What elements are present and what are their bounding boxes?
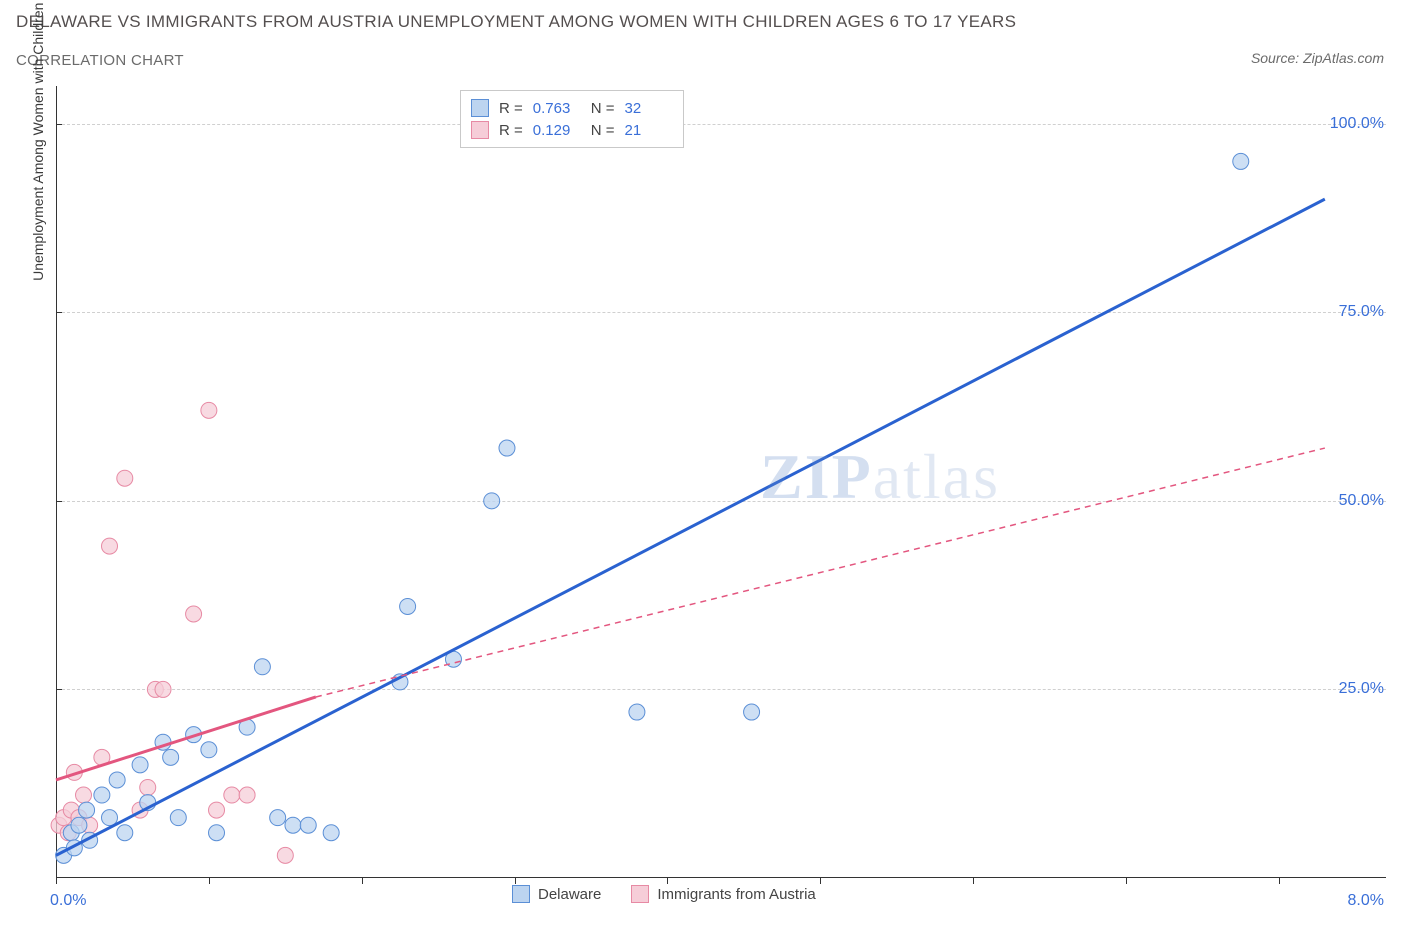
scatter-point-delaware bbox=[71, 817, 87, 833]
stat-r-label: R = bbox=[499, 100, 523, 117]
stat-r-austria: 0.129 bbox=[533, 122, 581, 139]
scatter-point-austria bbox=[155, 681, 171, 697]
stat-r-label: R = bbox=[499, 122, 523, 139]
scatter-point-delaware bbox=[209, 825, 225, 841]
scatter-point-delaware bbox=[94, 787, 110, 803]
scatter-point-austria bbox=[224, 787, 240, 803]
scatter-point-delaware bbox=[201, 742, 217, 758]
stat-n-label: N = bbox=[591, 122, 615, 139]
x-tick bbox=[973, 878, 974, 884]
legend-item-austria: Immigrants from Austria bbox=[631, 885, 815, 903]
x-tick bbox=[667, 878, 668, 884]
scatter-point-delaware bbox=[484, 493, 500, 509]
chart-svg bbox=[56, 86, 1386, 878]
y-axis-title: Unemployment Among Women with Children A… bbox=[30, 0, 46, 281]
scatter-point-austria bbox=[76, 787, 92, 803]
bottom-legend: Delaware Immigrants from Austria bbox=[512, 885, 816, 903]
scatter-point-delaware bbox=[117, 825, 133, 841]
scatter-point-delaware bbox=[1233, 153, 1249, 169]
y-right-label: 25.0% bbox=[1339, 680, 1384, 698]
scatter-point-delaware bbox=[744, 704, 760, 720]
source-attribution: Source: ZipAtlas.com bbox=[1251, 50, 1384, 66]
x-tick bbox=[1279, 878, 1280, 884]
scatter-point-delaware bbox=[109, 772, 125, 788]
swatch-austria bbox=[471, 121, 489, 139]
y-right-label: 75.0% bbox=[1339, 303, 1384, 321]
scatter-point-delaware bbox=[323, 825, 339, 841]
swatch-delaware bbox=[512, 885, 530, 903]
regression-line-delaware bbox=[56, 199, 1325, 855]
x-tick bbox=[820, 878, 821, 884]
scatter-point-austria bbox=[117, 470, 133, 486]
scatter-point-austria bbox=[102, 538, 118, 554]
stat-r-delaware: 0.763 bbox=[533, 100, 581, 117]
chart-title: DELAWARE VS IMMIGRANTS FROM AUSTRIA UNEM… bbox=[16, 12, 1016, 32]
x-tick bbox=[362, 878, 363, 884]
y-tick bbox=[56, 689, 62, 690]
scatter-point-delaware bbox=[163, 749, 179, 765]
stat-row-delaware: R = 0.763 N = 32 bbox=[471, 97, 673, 119]
scatter-point-delaware bbox=[285, 817, 301, 833]
stat-n-austria: 21 bbox=[625, 122, 673, 139]
y-right-label: 50.0% bbox=[1339, 492, 1384, 510]
scatter-point-delaware bbox=[79, 802, 95, 818]
y-tick bbox=[56, 124, 62, 125]
y-right-label: 100.0% bbox=[1330, 115, 1384, 133]
scatter-point-delaware bbox=[300, 817, 316, 833]
stat-n-label: N = bbox=[591, 100, 615, 117]
stat-legend-box: R = 0.763 N = 32 R = 0.129 N = 21 bbox=[460, 90, 684, 148]
regression-line-austria-dashed bbox=[316, 448, 1325, 697]
stat-row-austria: R = 0.129 N = 21 bbox=[471, 119, 673, 141]
y-tick bbox=[56, 312, 62, 313]
legend-label-delaware: Delaware bbox=[538, 886, 601, 903]
x-tick bbox=[1126, 878, 1127, 884]
scatter-point-austria bbox=[239, 787, 255, 803]
scatter-point-austria bbox=[140, 779, 156, 795]
scatter-point-delaware bbox=[270, 810, 286, 826]
scatter-point-delaware bbox=[132, 757, 148, 773]
scatter-point-austria bbox=[201, 402, 217, 418]
legend-item-delaware: Delaware bbox=[512, 885, 601, 903]
swatch-delaware bbox=[471, 99, 489, 117]
legend-label-austria: Immigrants from Austria bbox=[657, 886, 815, 903]
scatter-point-delaware bbox=[254, 659, 270, 675]
scatter-point-austria bbox=[186, 606, 202, 622]
regression-line-austria-solid bbox=[56, 697, 316, 780]
x-axis-label: 0.0% bbox=[50, 892, 86, 910]
x-tick bbox=[209, 878, 210, 884]
scatter-point-delaware bbox=[499, 440, 515, 456]
y-tick bbox=[56, 501, 62, 502]
x-tick bbox=[56, 878, 57, 884]
x-tick bbox=[515, 878, 516, 884]
swatch-austria bbox=[631, 885, 649, 903]
scatter-point-delaware bbox=[629, 704, 645, 720]
scatter-point-delaware bbox=[400, 598, 416, 614]
x-axis-label: 8.0% bbox=[1348, 892, 1384, 910]
stat-n-delaware: 32 bbox=[625, 100, 673, 117]
scatter-point-austria bbox=[277, 847, 293, 863]
scatter-point-austria bbox=[209, 802, 225, 818]
scatter-point-delaware bbox=[170, 810, 186, 826]
